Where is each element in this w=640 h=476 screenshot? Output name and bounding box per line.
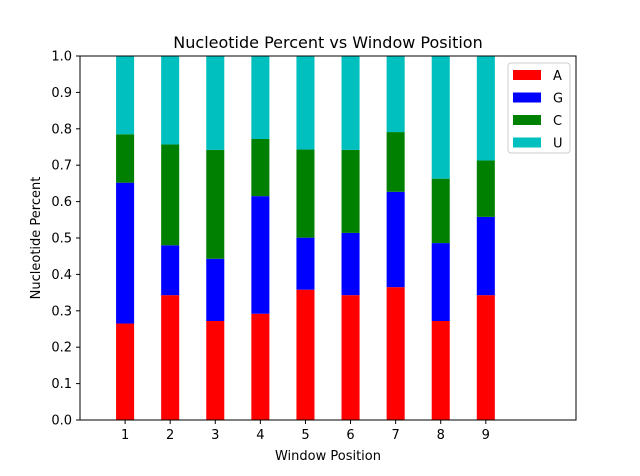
bar-segment-a-3 [206,320,225,420]
y-tick-label: 0.6 [51,195,72,210]
bar-segment-a-8 [431,320,450,420]
bar-segment-a-1 [116,323,135,420]
legend-label-g: G [553,92,563,107]
bar-segment-a-6 [341,295,360,420]
bar-segment-u-8 [431,56,450,179]
legend-label-u: U [553,137,563,152]
y-axis-ticks: 0.0 0.1 0.2 0.3 0.4 0.5 0.6 0.7 0.8 0.9 1.0 [51,50,80,429]
plot-area [116,56,495,420]
y-tick-label: 0.7 [51,159,72,174]
bar-segment-u-6 [341,56,360,150]
x-tick-label: 2 [166,428,174,443]
bar-segment-a-5 [296,289,315,420]
bar-segment-c-5 [296,149,315,238]
bar-segment-c-1 [116,134,135,183]
y-tick-label: 0.1 [51,377,72,392]
bar-segment-g-2 [161,245,180,296]
bar-segment-c-2 [161,144,180,246]
bar-segment-u-7 [386,56,405,133]
chart-title: Nucleotide Percent vs Window Position [173,33,482,52]
x-axis-label: Window Position [275,449,381,464]
bar-segment-c-6 [341,149,360,233]
bar-segment-g-9 [476,216,495,296]
x-tick-label: 7 [391,428,399,443]
x-tick-label: 3 [211,428,219,443]
y-tick-label: 0.4 [51,268,72,283]
bar-segment-g-5 [296,237,315,290]
bar-segment-u-2 [161,56,180,145]
y-tick-label: 0.8 [51,122,72,137]
x-tick-label: 6 [346,428,354,443]
x-tick-label: 1 [121,428,129,443]
bar-segment-g-8 [431,243,450,321]
bar-segment-a-4 [251,313,270,420]
y-axis-label: Nucleotide Percent [29,177,44,300]
legend-swatch-g [513,92,541,103]
legend-label-a: A [553,69,562,84]
legend-box [507,62,571,154]
bar-segment-c-7 [386,132,405,192]
bar-segment-g-1 [116,182,135,324]
legend-swatch-u [513,137,541,148]
y-tick-label: 1.0 [51,50,72,65]
y-tick-label: 0.5 [51,232,72,247]
x-tick-label: 4 [256,428,264,443]
x-tick-label: 5 [301,428,309,443]
bar-segment-a-9 [476,295,495,420]
bar-segment-u-9 [476,56,495,161]
bar-segment-u-1 [116,56,135,135]
x-tick-label: 9 [482,428,490,443]
bar-segment-a-2 [161,295,180,420]
plot-frame [79,55,577,421]
y-tick-label: 0.9 [51,86,72,101]
x-tick-label: 8 [437,428,445,443]
legend-label-c: C [553,114,562,129]
legend-swatch-a [513,70,541,80]
y-tick-label: 0.3 [51,304,72,319]
bar-segment-u-5 [296,56,315,150]
y-tick-label: 0.2 [51,341,72,356]
legend-swatch-c [513,115,541,125]
bar-segment-u-3 [206,56,225,150]
bar-segment-c-3 [206,149,225,259]
x-axis-ticks: 1 2 3 4 5 6 7 8 9 [121,420,490,443]
bar-segment-c-4 [251,138,270,197]
bar-segment-g-6 [341,232,360,296]
bar-segment-u-4 [251,56,270,139]
bar-segment-c-8 [431,178,450,244]
bar-segment-a-7 [386,287,405,420]
bar-segment-g-4 [251,196,270,314]
bar-segment-c-9 [476,160,495,217]
bar-segment-g-7 [386,191,405,288]
bar-segment-g-3 [206,258,225,321]
y-tick-label: 0.0 [51,414,72,429]
